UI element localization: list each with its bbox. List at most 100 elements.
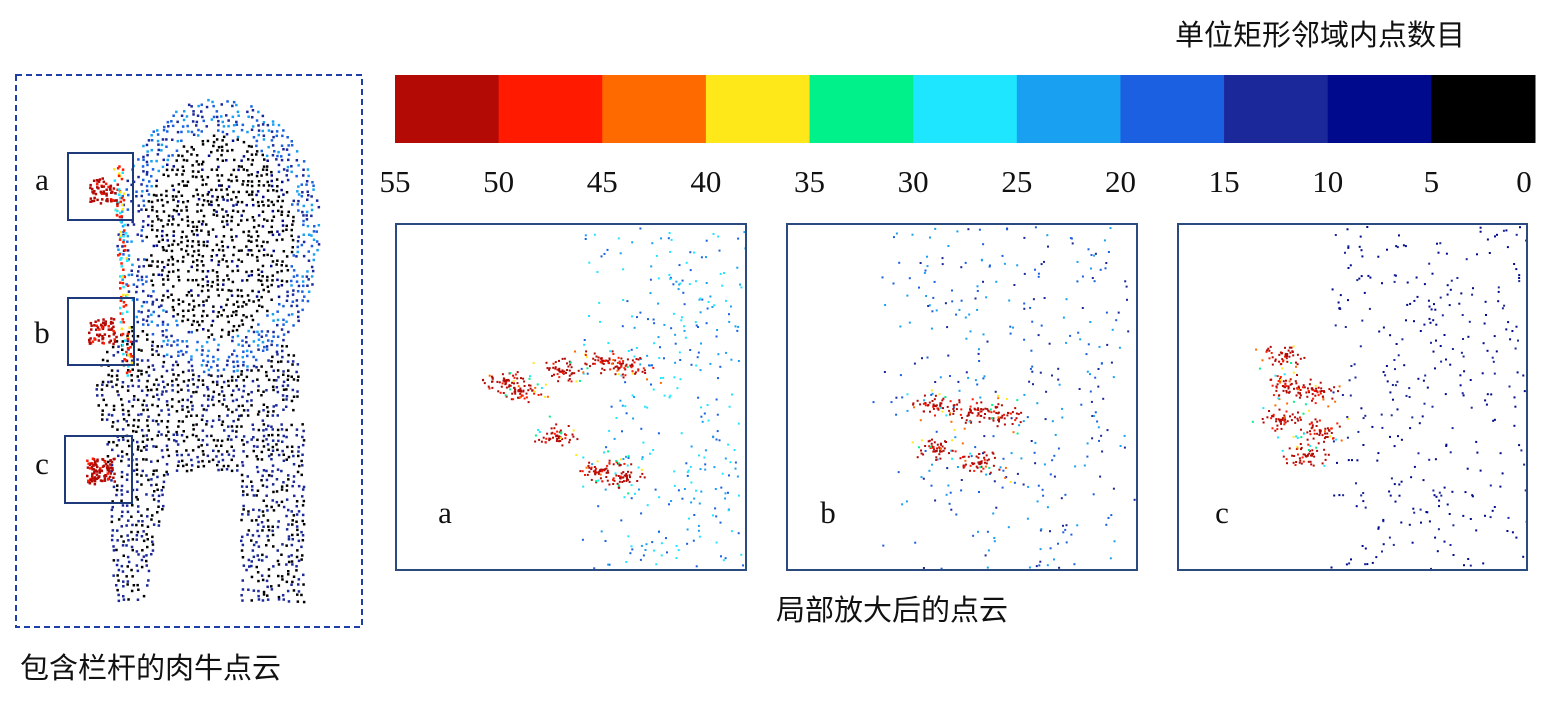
point <box>237 168 240 172</box>
point <box>500 385 503 388</box>
point <box>574 350 576 353</box>
colorbar-segment <box>498 75 603 143</box>
point <box>236 135 240 139</box>
point <box>1106 429 1109 432</box>
point <box>185 235 188 238</box>
point <box>220 439 224 443</box>
point <box>939 403 942 406</box>
point <box>251 109 255 112</box>
point <box>619 477 622 480</box>
point <box>127 423 130 427</box>
point <box>290 279 293 283</box>
point <box>1040 324 1043 327</box>
point <box>241 535 244 539</box>
point <box>260 574 264 577</box>
point <box>187 453 190 457</box>
point <box>573 372 576 375</box>
point <box>1497 290 1500 293</box>
point <box>165 189 168 193</box>
point <box>107 373 110 377</box>
point <box>1432 350 1435 353</box>
point <box>600 468 603 471</box>
point <box>185 115 189 118</box>
point <box>292 463 296 466</box>
point <box>150 224 154 228</box>
point <box>290 510 293 513</box>
point <box>152 498 156 501</box>
point <box>260 295 263 299</box>
point <box>285 388 288 391</box>
point <box>1347 267 1350 269</box>
point <box>1412 507 1415 510</box>
point <box>965 419 968 422</box>
point <box>240 289 243 292</box>
point <box>1443 486 1446 489</box>
point <box>107 328 111 331</box>
point <box>262 469 266 472</box>
point <box>652 318 655 321</box>
zoom-cloud <box>1251 226 1527 570</box>
point <box>227 425 230 428</box>
point <box>121 171 124 174</box>
point <box>230 219 233 223</box>
point <box>261 305 264 309</box>
point <box>103 460 107 463</box>
point <box>267 448 270 451</box>
point <box>952 404 955 407</box>
point <box>1287 385 1290 388</box>
point <box>1451 427 1454 430</box>
point <box>107 413 111 416</box>
point <box>582 372 585 375</box>
point <box>185 209 189 212</box>
point <box>955 313 958 316</box>
point <box>945 493 948 496</box>
point <box>215 110 219 113</box>
point <box>921 357 923 360</box>
point <box>91 200 94 203</box>
point <box>101 465 105 468</box>
point <box>137 419 140 422</box>
point <box>137 379 141 382</box>
point <box>600 530 603 533</box>
point <box>215 138 219 141</box>
point <box>146 150 149 153</box>
point <box>310 195 313 198</box>
point <box>220 444 223 447</box>
point <box>235 175 238 179</box>
point <box>263 218 266 221</box>
point <box>99 202 103 205</box>
point <box>200 130 203 133</box>
point <box>281 594 285 597</box>
point <box>291 388 295 392</box>
point <box>177 268 180 272</box>
point <box>135 534 139 537</box>
point <box>151 514 154 517</box>
point <box>122 585 125 588</box>
point <box>1309 378 1312 381</box>
point <box>170 405 174 408</box>
point <box>1429 321 1432 324</box>
point <box>130 374 133 377</box>
point <box>100 185 104 188</box>
point <box>940 447 942 450</box>
point <box>202 304 205 307</box>
point <box>151 205 154 209</box>
point <box>271 525 274 528</box>
point <box>1389 334 1392 337</box>
point <box>116 350 120 354</box>
point <box>111 425 114 428</box>
point <box>954 450 957 453</box>
point <box>961 416 963 419</box>
point <box>257 598 261 601</box>
point <box>110 479 113 482</box>
point <box>187 360 191 364</box>
point <box>237 190 240 194</box>
point <box>1110 361 1113 364</box>
point <box>166 274 169 278</box>
point <box>265 279 269 282</box>
point <box>297 375 300 378</box>
point <box>762 348 764 350</box>
point <box>629 552 632 555</box>
point <box>236 264 239 268</box>
point <box>1324 427 1327 430</box>
